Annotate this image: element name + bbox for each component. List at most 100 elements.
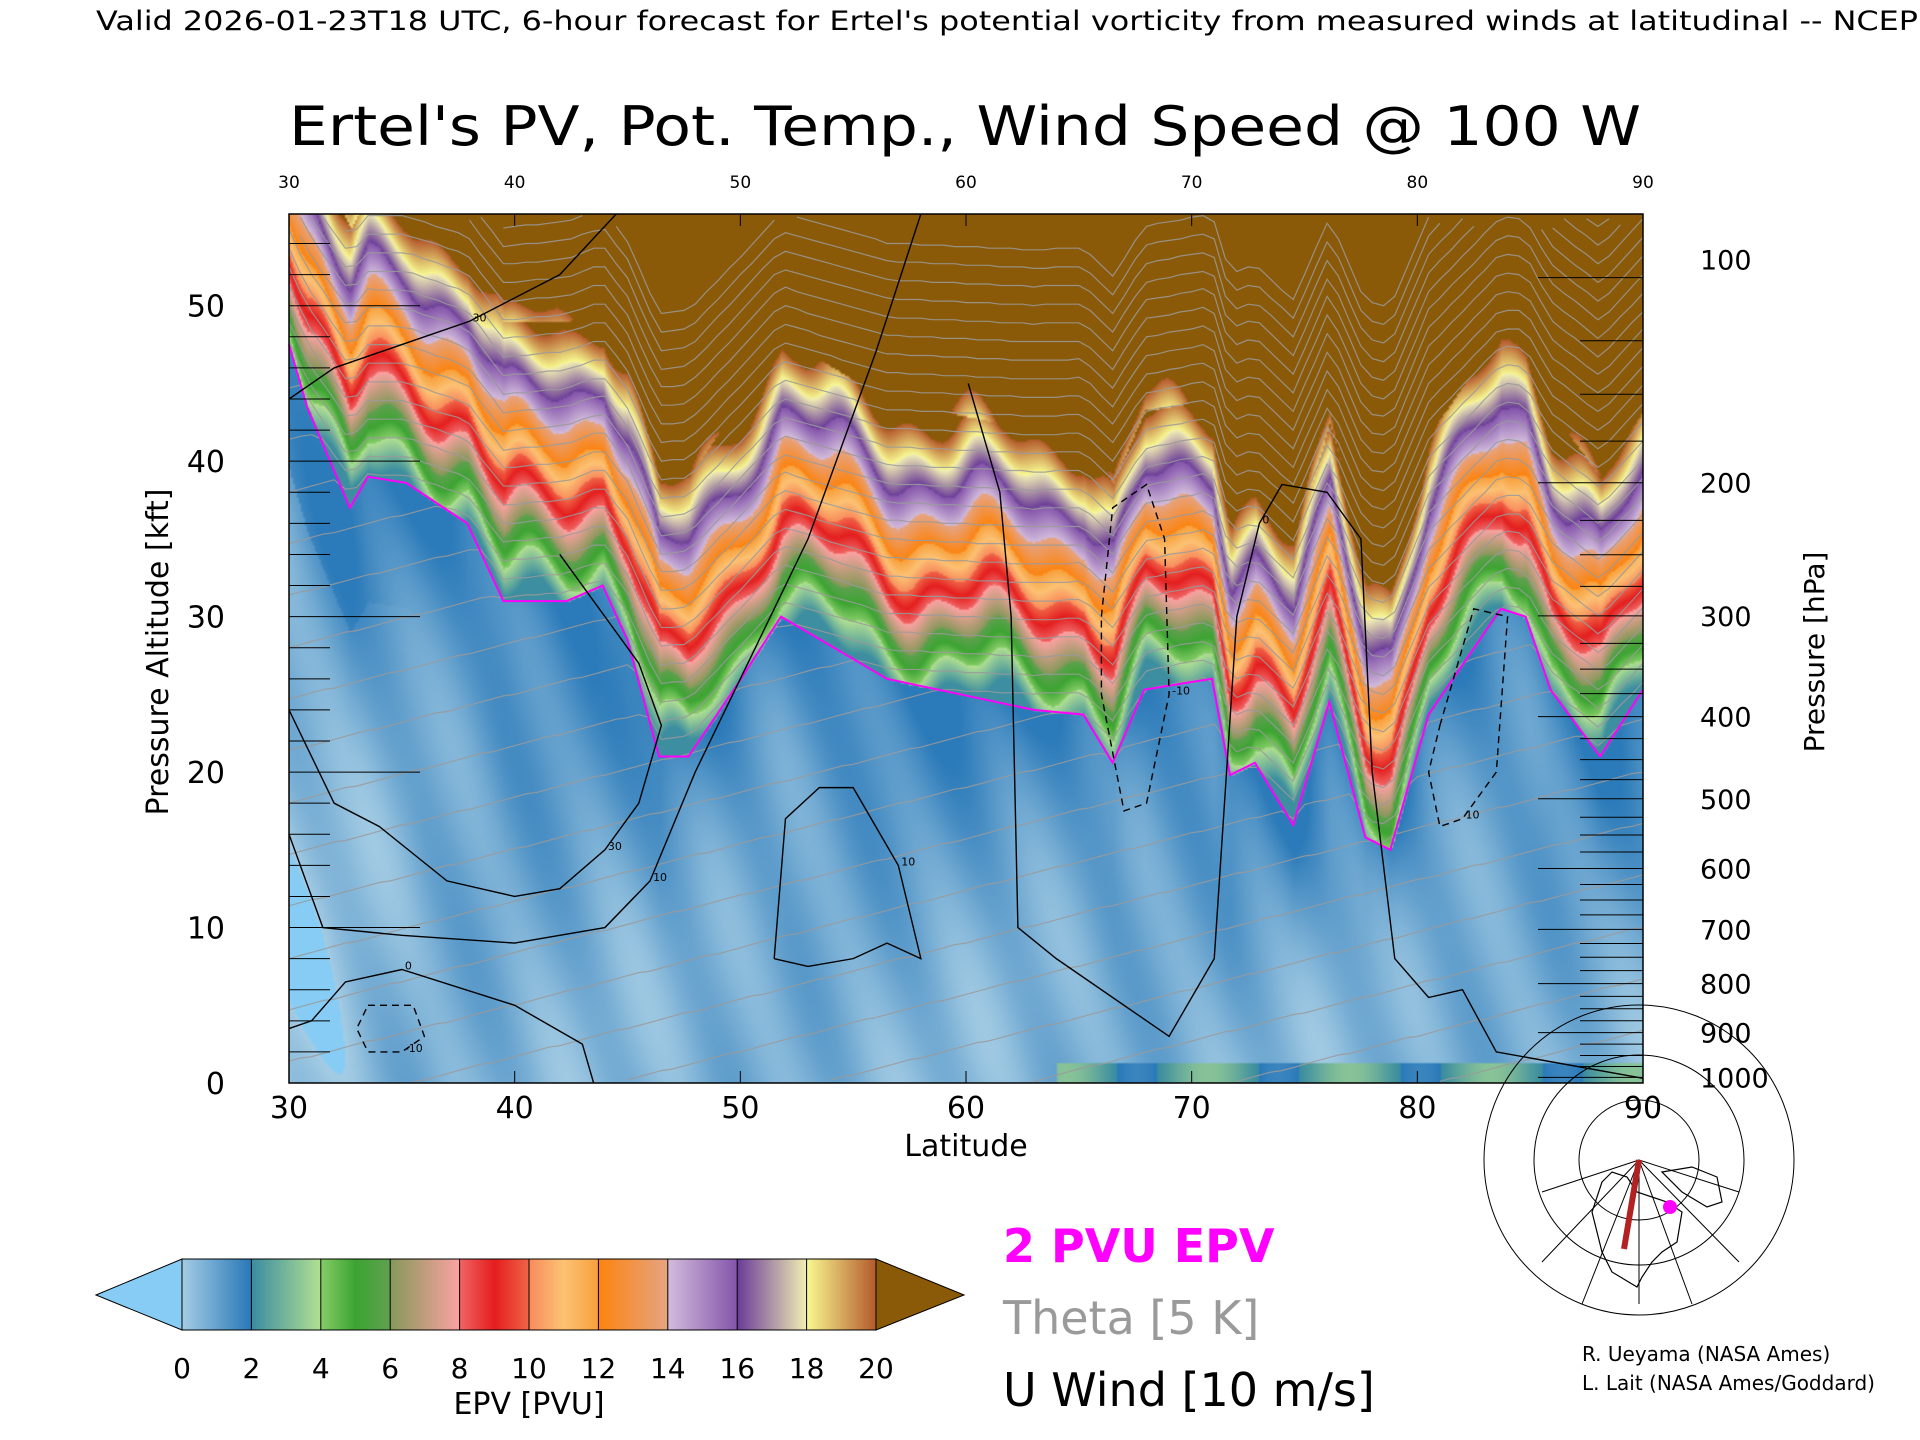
- x-tick-label: 60: [947, 1091, 985, 1126]
- legend-u-wind: U Wind [10 m/s]: [1003, 1363, 1375, 1417]
- theta-contour: [503, 214, 1610, 315]
- theta-contour: [288, 643, 1644, 960]
- colorbar-under-arrow: [94, 1258, 183, 1331]
- pv-2pvu-line: [288, 344, 1644, 852]
- pressure-tick-label: 300: [1700, 602, 1752, 633]
- pressure-tick-label: 500: [1700, 785, 1752, 816]
- theta-contour: [288, 586, 1644, 856]
- top-x-tick-label: 80: [1407, 173, 1429, 193]
- pressure-tick-label: 200: [1700, 469, 1752, 500]
- colorbar-tick-label: 2: [242, 1352, 260, 1385]
- top-x-tick-label: 70: [1181, 173, 1203, 193]
- x-tick-label: 50: [721, 1091, 759, 1126]
- colorbar-tick-label: 12: [581, 1352, 617, 1385]
- map-graticule: [1483, 1004, 1795, 1316]
- colorbar-tick-label: 6: [381, 1352, 399, 1385]
- y-axis-label: Pressure Altitude [kft]: [141, 489, 176, 816]
- colorbar-tick-label: 18: [789, 1352, 825, 1385]
- theta-contour: [288, 605, 1644, 907]
- theta-contour: [345, 215, 1644, 371]
- credit-line-1: R. Ueyama (NASA Ames): [1582, 1342, 1830, 1366]
- theta-contour: [288, 247, 1644, 481]
- theta-contour: [288, 434, 1644, 610]
- theta-contour: [480, 216, 1621, 333]
- u-wind-contour: [288, 213, 617, 400]
- u-wind-contour: [1427, 608, 1509, 828]
- x-axis-label: Latitude: [904, 1129, 1027, 1164]
- locator-map: [1483, 1004, 1795, 1316]
- theta-contour: [288, 341, 1644, 573]
- pressure-tick-label: 800: [1700, 970, 1752, 1001]
- theta-contour: [288, 229, 1644, 462]
- u-wind-contour-label: -10: [405, 1042, 423, 1055]
- y-tick-label: 40: [187, 445, 225, 480]
- chart-title: Ertel's PV, Pot. Temp., Wind Speed @ 100…: [289, 95, 1641, 158]
- u-wind-contour-label: 30: [608, 840, 622, 853]
- theta-contour: [288, 681, 1644, 1011]
- theta-contour: [288, 322, 1644, 556]
- u-wind-contour-label: 0: [405, 960, 412, 973]
- u-wind-contour-label: 10: [901, 855, 915, 868]
- theta-contour: [288, 384, 1644, 591]
- colorbar-tick-label: 0: [173, 1352, 191, 1385]
- top-x-tick-label: 50: [730, 173, 752, 193]
- theta-contour: [288, 718, 1644, 1062]
- u-wind-contour-label: -10: [1172, 684, 1190, 697]
- theta-contour: [299, 235, 1644, 444]
- u-wind-contour: [288, 554, 663, 898]
- y-tick-label: 50: [187, 290, 225, 325]
- colorbar-tick-label: 4: [312, 1352, 330, 1385]
- u-wind-contour-label: 10: [653, 871, 667, 884]
- colorbar-tick-label: 20: [858, 1352, 894, 1385]
- theta-contour: [299, 216, 1644, 425]
- u-wind-contour: [288, 968, 595, 1084]
- y-tick-label: 10: [187, 912, 225, 947]
- theta-contour: [311, 218, 1644, 406]
- theta-contour: [288, 303, 1644, 537]
- x-tick-label: 70: [1173, 1091, 1211, 1126]
- legend-theta: Theta [5 K]: [1002, 1291, 1259, 1345]
- credit-line-2: L. Lait (NASA Ames/Goddard): [1582, 1371, 1875, 1395]
- top-x-tick-label: 30: [278, 173, 300, 193]
- x-tick-label: 90: [1624, 1091, 1662, 1126]
- theta-contour: [288, 549, 1644, 751]
- colorbar-over-arrow: [875, 1258, 966, 1331]
- u-wind-contour: [1100, 483, 1170, 812]
- x-tick-label: 30: [270, 1091, 308, 1126]
- u-wind-contour-label: 30: [473, 311, 487, 324]
- header-text: Valid 2026-01-23T18 UTC, 6-hour forecast…: [96, 6, 1918, 37]
- theta-contour: [830, 874, 1644, 1081]
- theta-contour: [1033, 926, 1644, 1082]
- pressure-tick-label: 700: [1700, 915, 1752, 946]
- top-x-tick-label: 40: [504, 173, 526, 193]
- epv-heatmap: [289, 214, 1643, 1083]
- theta-contour: [1439, 1029, 1644, 1082]
- pressure-tick-label: 900: [1700, 1019, 1752, 1050]
- pressure-tick-label: 400: [1700, 703, 1752, 734]
- theta-contour: [1236, 978, 1644, 1082]
- pressure-tick-label: 100: [1700, 246, 1752, 277]
- x-tick-label: 40: [496, 1091, 534, 1126]
- u-wind-contour: [773, 786, 922, 968]
- u-wind-contour-label: 0: [1262, 513, 1269, 526]
- colorbar-label: EPV [PVU]: [453, 1387, 604, 1422]
- pressure-tick-label: 1000: [1700, 1063, 1769, 1094]
- theta-contour: [288, 567, 1644, 804]
- location-dot-icon: [1663, 1200, 1677, 1214]
- y-tick-label: 30: [187, 601, 225, 636]
- theta-contour: [288, 457, 1644, 629]
- u-wind-contour: [967, 383, 1644, 1080]
- y2-axis-label: Pressure [hPa]: [1798, 552, 1831, 753]
- u-wind-contour-label: 10: [1465, 809, 1479, 822]
- x-tick-label: 80: [1398, 1091, 1436, 1126]
- legend-2pvu: 2 PVU EPV: [1003, 1219, 1275, 1273]
- theta-contour: [288, 266, 1644, 500]
- cross-section-line: [1621, 1159, 1642, 1250]
- theta-contour: [288, 476, 1644, 647]
- top-x-tick-label: 60: [955, 173, 977, 193]
- theta-contour: [288, 285, 1644, 518]
- axes: 3030404050506060707080809090010203040501…: [187, 173, 1769, 1126]
- colorbar-tick-label: 8: [451, 1352, 469, 1385]
